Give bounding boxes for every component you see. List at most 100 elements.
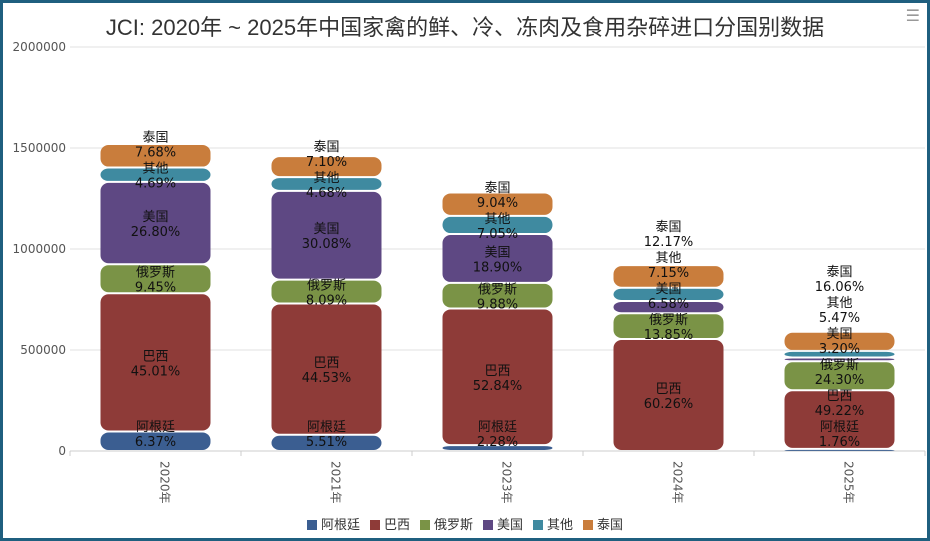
- bar-segment: [271, 191, 382, 279]
- data-label-value: 13.85%: [644, 328, 694, 343]
- legend-swatch: [583, 520, 594, 530]
- bar-segment: [100, 265, 211, 293]
- data-label-value: 6.37%: [135, 435, 176, 450]
- data-label-value: 5.47%: [819, 311, 860, 326]
- data-label-value: 18.90%: [473, 260, 523, 275]
- bar-segment: [100, 168, 211, 181]
- data-label-name: 巴西: [142, 349, 168, 364]
- data-label-value: 24.30%: [815, 373, 865, 388]
- data-label-name: 巴西: [484, 364, 510, 379]
- bar-segment: [613, 314, 724, 339]
- legend-item[interactable]: 巴西: [369, 514, 410, 533]
- legend-item[interactable]: 泰国: [583, 514, 623, 533]
- legend-swatch: [306, 520, 317, 530]
- bar-segment: [784, 391, 895, 448]
- data-label-value: 7.05%: [477, 227, 518, 242]
- legend-label: 巴西: [383, 518, 410, 533]
- x-tick-label: 2021年: [329, 461, 343, 504]
- bar-segment: [271, 178, 382, 190]
- data-label-value: 3.20%: [819, 342, 860, 357]
- bar-segment: [100, 432, 211, 450]
- y-tick-label: 1000000: [13, 242, 66, 256]
- bar-segment: [442, 235, 553, 282]
- data-label-value: 60.26%: [644, 397, 694, 412]
- legend-swatch: [533, 520, 544, 530]
- data-label-name: 俄罗斯: [649, 313, 688, 328]
- data-label-value: 16.06%: [815, 280, 865, 295]
- data-label-name: 美国: [484, 245, 510, 260]
- bar-segment: [784, 358, 895, 361]
- data-label-name: 俄罗斯: [136, 266, 175, 281]
- data-label-name: 阿根廷: [307, 420, 346, 435]
- bar-segment: [613, 340, 724, 450]
- data-label-value: 9.45%: [135, 281, 176, 296]
- data-label-name: 其他: [826, 296, 852, 311]
- data-label-name: 美国: [313, 222, 339, 237]
- bar-segment: [100, 294, 211, 431]
- legend-item[interactable]: 美国: [483, 514, 523, 533]
- bar-segment: [613, 288, 724, 301]
- data-label-name: 俄罗斯: [307, 279, 346, 294]
- data-label-name: 美国: [655, 282, 681, 297]
- data-label-value: 26.80%: [131, 225, 181, 240]
- legend-swatch: [369, 520, 380, 530]
- y-tick-label: 0: [58, 444, 66, 458]
- legend-label: 阿根廷: [320, 518, 360, 533]
- data-label-value: 1.76%: [819, 435, 860, 450]
- legend-swatch: [419, 520, 430, 530]
- y-tick-label: 500000: [20, 343, 66, 357]
- x-tick-label: 2020年: [158, 461, 172, 504]
- data-label-name: 阿根廷: [820, 420, 859, 435]
- chart-title: JCI: 2020年 ~ 2025年中国家禽的鲜、冷、冻肉及食用杂碎进口分国别数…: [105, 15, 825, 40]
- legend: 阿根廷 巴西 俄罗斯 美国 其他 泰国: [0, 514, 930, 533]
- x-tick-label: 2024年: [671, 461, 685, 504]
- data-label-value: 52.84%: [473, 379, 523, 394]
- legend-label: 俄罗斯: [433, 518, 473, 533]
- data-label-value: 45.01%: [131, 364, 181, 379]
- data-label-name: 阿根廷: [136, 420, 175, 435]
- data-label-value: 9.04%: [477, 196, 518, 211]
- legend-label: 泰国: [597, 518, 624, 533]
- data-label-name: 阿根廷: [478, 420, 517, 435]
- legend-item[interactable]: 其他: [533, 514, 573, 533]
- data-label-name: 巴西: [655, 382, 681, 397]
- data-label-name: 其他: [313, 171, 339, 186]
- data-label-name: 其他: [484, 212, 510, 227]
- bar-segment: [613, 266, 724, 287]
- data-label-name: 泰国: [313, 140, 339, 155]
- bar-segment: [613, 302, 724, 313]
- bar-segment: [784, 449, 895, 451]
- data-label-value: 6.58%: [648, 297, 689, 312]
- x-tick-label: 2025年: [842, 461, 856, 504]
- data-label-value: 9.88%: [477, 298, 518, 313]
- data-label-name: 泰国: [142, 131, 168, 146]
- data-label-name: 泰国: [655, 220, 681, 235]
- bar-segment: [442, 216, 553, 234]
- data-label-name: 巴西: [313, 356, 339, 371]
- data-label-name: 泰国: [484, 181, 510, 196]
- data-label-name: 俄罗斯: [478, 283, 517, 298]
- bar-segment: [100, 182, 211, 264]
- data-label-name: 其他: [655, 251, 681, 266]
- data-label-name: 其他: [142, 162, 168, 177]
- legend-label: 其他: [547, 518, 574, 533]
- data-label-name: 美国: [826, 327, 852, 342]
- data-label-name: 泰国: [826, 265, 852, 280]
- data-label-value: 7.10%: [306, 155, 347, 170]
- y-tick-label: 2000000: [13, 40, 66, 54]
- bar-segment: [784, 362, 895, 390]
- bar-segment: [442, 446, 553, 450]
- bar-segment: [442, 283, 553, 308]
- bar-segment: [784, 332, 895, 350]
- data-label-value: 2.28%: [477, 435, 518, 450]
- legend-item[interactable]: 阿根廷: [306, 514, 360, 533]
- bar-segment: [100, 144, 211, 167]
- bar-segment: [442, 309, 553, 445]
- bar-segment: [271, 304, 382, 434]
- data-label-value: 49.22%: [815, 404, 865, 419]
- hamburger-icon[interactable]: ☰: [905, 6, 920, 25]
- legend-item[interactable]: 俄罗斯: [419, 514, 473, 533]
- y-tick-label: 1500000: [13, 141, 66, 155]
- bar-segment: [271, 157, 382, 177]
